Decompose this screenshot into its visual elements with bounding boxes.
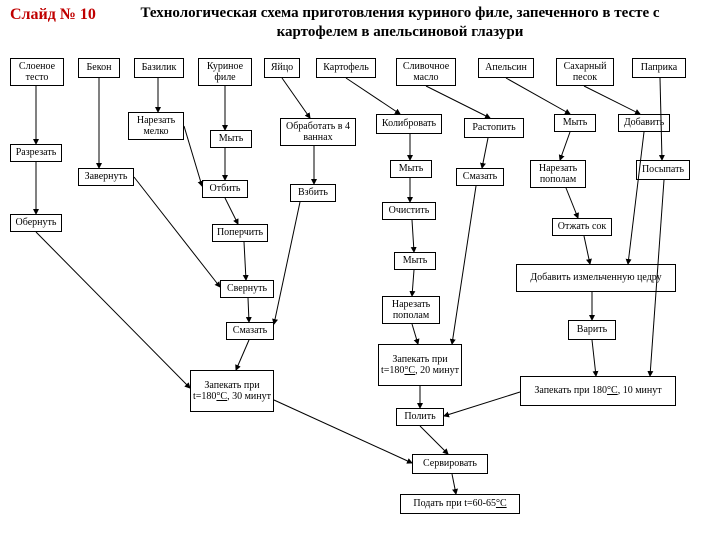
box-bake30: Запекать при t=180°C, 30 минут [190, 370, 274, 412]
bake10-text: Запекать при 180°C, 10 минут [534, 385, 661, 397]
box-bake20: Запекать при t=180°C, 20 минут [378, 344, 462, 386]
box-boil: Варить [568, 320, 616, 340]
box-wrap: Завернуть [78, 168, 134, 186]
box-servetemp: Подать при t=60-65°C [400, 494, 520, 514]
box-grease2: Смазать [456, 168, 504, 186]
box-cut: Разрезать [10, 144, 62, 162]
box-wash3: Мыть [394, 252, 436, 270]
slide-number: Слайд № 10 [10, 6, 96, 24]
box-wash2: Мыть [390, 160, 432, 178]
box-wash4: Мыть [554, 114, 596, 132]
box-cuthalf: Нарезать пополам [382, 296, 440, 324]
servetemp-text: Подать при t=60-65°C [413, 498, 506, 510]
box-butter: Сливочное масло [396, 58, 456, 86]
box-melt: Растопить [464, 118, 524, 138]
box-pound: Отбить [202, 180, 248, 198]
box-chicken: Куриное филе [198, 58, 252, 86]
box-pour: Полить [396, 408, 444, 426]
box-serve: Сервировать [412, 454, 488, 474]
box-squeeze: Отжать сок [552, 218, 612, 236]
box-dough: Слоеное тесто [10, 58, 64, 86]
box-cuthalf2: Нарезать пополам [530, 160, 586, 188]
box-wraparound: Обернуть [10, 214, 62, 232]
box-sugar: Сахарный песок [556, 58, 614, 86]
box-orange: Апельсин [478, 58, 534, 78]
box-peel: Очистить [382, 202, 436, 220]
box-process: Обработать в 4 ваннах [280, 118, 356, 146]
box-addzest: Добавить измельченную цедру [516, 264, 676, 292]
box-calibrate: Колибровать [376, 114, 442, 134]
box-pepper: Поперчить [212, 224, 268, 242]
box-chop-fine: Нарезать мелко [128, 112, 184, 140]
title: Технологическая схема приготовления кури… [120, 4, 680, 42]
box-sprinkle: Посыпать [636, 160, 690, 180]
box-roll: Свернуть [220, 280, 274, 298]
bake20-text: Запекать при t=180°C, 20 минут [381, 354, 459, 377]
box-grease: Смазать [226, 322, 274, 340]
box-bake10: Запекать при 180°C, 10 минут [520, 376, 676, 406]
box-potato: Картофель [316, 58, 376, 78]
box-wash1: Мыть [210, 130, 252, 148]
box-add: Добавить [618, 114, 670, 132]
box-egg: Яйцо [264, 58, 300, 78]
box-paprika: Паприка [632, 58, 686, 78]
box-beat: Взбить [290, 184, 336, 202]
bake30-text: Запекать при t=180°C, 30 минут [193, 380, 271, 403]
box-bacon: Бекон [78, 58, 120, 78]
box-basil: Базилик [134, 58, 184, 78]
